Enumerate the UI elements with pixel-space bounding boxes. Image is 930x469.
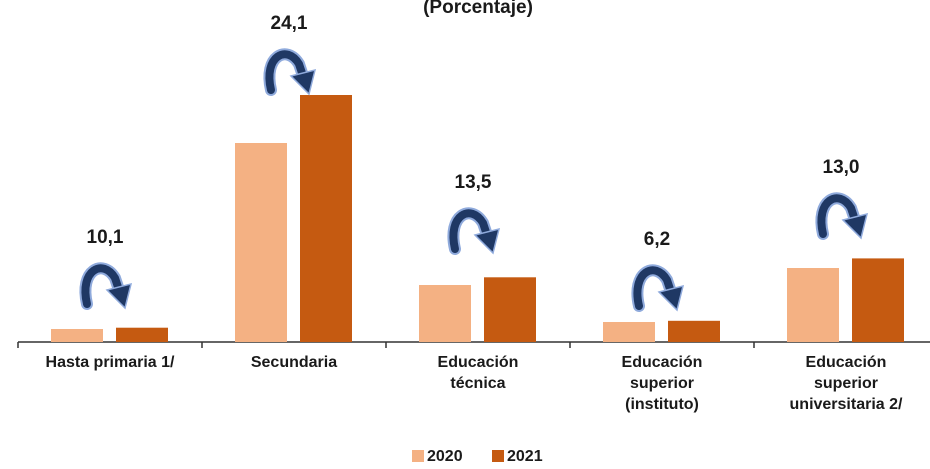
bar <box>484 277 536 342</box>
x-tick-label: Educación técnica <box>437 354 519 392</box>
legend-label: 2021 <box>507 448 543 465</box>
legend-swatch <box>492 450 504 462</box>
x-tick-label: Secundaria <box>250 354 338 371</box>
arrow-head <box>289 68 317 96</box>
bar <box>668 320 720 342</box>
annotation: 10,1 <box>87 227 124 248</box>
bar <box>852 258 904 342</box>
legend-label: 2020 <box>427 448 463 465</box>
annotation: 6,2 <box>644 229 670 250</box>
arrow <box>265 50 307 94</box>
bar <box>603 322 655 342</box>
arrow-head <box>105 282 133 310</box>
bar <box>116 327 168 342</box>
annotation: 13,5 <box>455 172 492 193</box>
arrow <box>817 194 859 238</box>
x-tick-label: Educación superior universitaria 2/ <box>789 354 903 413</box>
chart-title: (Porcentaje) <box>423 0 533 18</box>
x-tick-label: Educación superior (instituto) <box>621 354 703 413</box>
legend-swatch <box>412 450 424 462</box>
bar <box>787 268 839 342</box>
annotation: 13,0 <box>823 157 860 178</box>
arrow <box>81 264 123 308</box>
arrow-head <box>657 284 685 312</box>
arrow <box>633 266 675 310</box>
arrow-head <box>841 212 869 240</box>
arrow <box>449 209 491 253</box>
bar <box>51 329 103 342</box>
bar <box>300 95 352 342</box>
bar <box>235 143 287 342</box>
bar <box>419 285 471 342</box>
annotation: 24,1 <box>271 13 308 34</box>
x-tick-label: Hasta primaria 1/ <box>45 354 175 371</box>
arrow-head <box>473 227 501 255</box>
